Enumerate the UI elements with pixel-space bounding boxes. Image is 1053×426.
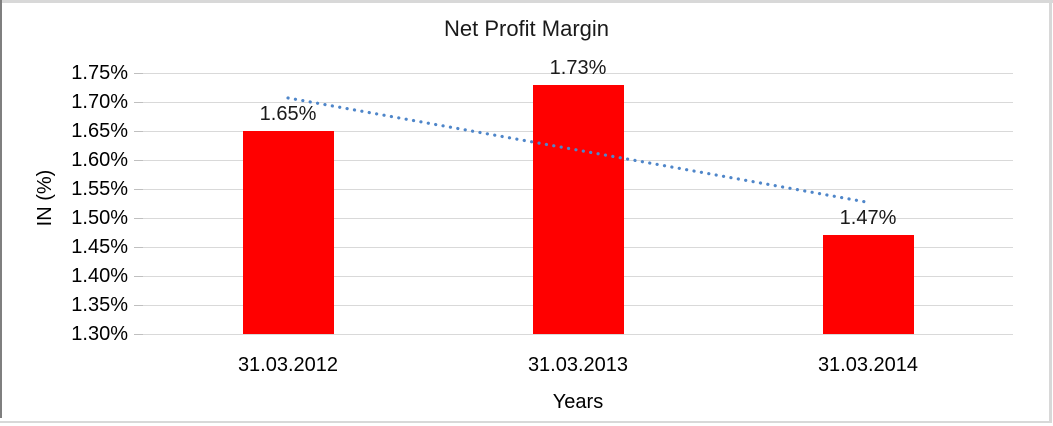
chart-title: Net Profit Margin	[443, 16, 610, 41]
x-axis-title: Years	[552, 391, 604, 413]
bar	[822, 235, 914, 334]
y-tick-label: 1.35%	[71, 294, 128, 316]
y-tick-label: 1.45%	[71, 236, 128, 258]
y-tick-label: 1.60%	[71, 149, 128, 171]
y-axis-tick	[134, 189, 143, 190]
data-label: 1.65%	[259, 103, 317, 125]
y-axis-tick	[134, 334, 143, 335]
frame-border-right	[1049, 0, 1052, 423]
gridline	[143, 73, 1013, 74]
data-label: 1.73%	[549, 56, 607, 79]
y-tick-label: 1.70%	[71, 91, 128, 113]
gridline	[143, 334, 1013, 335]
y-tick-label: 1.40%	[71, 265, 128, 287]
y-axis-tick	[134, 160, 143, 161]
data-label: 1.47%	[839, 207, 897, 230]
x-tick-label: 31.03.2012	[237, 354, 339, 376]
y-axis-tick	[134, 73, 143, 74]
bar	[532, 84, 624, 334]
y-axis-tick	[134, 276, 143, 277]
frame-border-bottom	[0, 421, 1052, 423]
y-tick-label: 1.30%	[71, 323, 128, 345]
y-axis-tick	[134, 247, 143, 248]
y-tick-label: 1.55%	[71, 178, 128, 200]
bar	[242, 131, 334, 334]
x-tick-label: 31.03.2014	[817, 354, 919, 376]
y-axis-tick	[134, 305, 143, 306]
y-tick-label: 1.65%	[71, 120, 128, 142]
y-axis-tick	[134, 102, 143, 103]
frame-border-left	[0, 0, 2, 418]
y-tick-label: 1.75%	[71, 62, 128, 84]
frame-border-top	[0, 0, 1053, 3]
y-axis-tick	[134, 218, 143, 219]
y-axis-tick	[134, 131, 143, 132]
y-tick-label: 1.50%	[71, 207, 128, 229]
x-tick-label: 31.03.2013	[527, 354, 629, 376]
